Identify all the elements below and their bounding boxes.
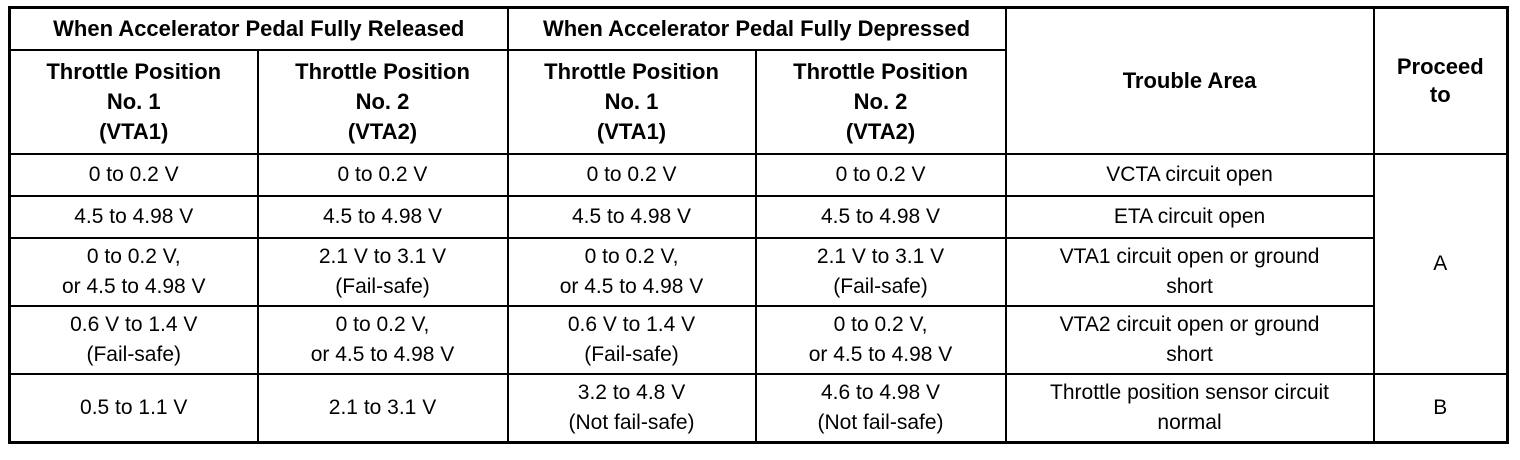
cell-line: (Fail-safe) xyxy=(335,275,430,298)
table-row: 0 to 0.2 V, or 4.5 to 4.98 V 2.1 V to 3.… xyxy=(8,237,1508,307)
cell-depressed-vta2: 0 to 0.2 V, or 4.5 to 4.98 V xyxy=(754,305,1007,375)
cell-trouble-area: VCTA circuit open xyxy=(1004,153,1375,197)
cell-line: (Fail-safe) xyxy=(833,275,928,298)
header-line: No. 1 xyxy=(604,89,659,114)
header-line: Throttle Position xyxy=(793,59,968,84)
cell-line: (Fail-safe) xyxy=(86,343,181,366)
header-row-groups: When Accelerator Pedal Fully Released Wh… xyxy=(8,6,1509,155)
header-line: (VTA2) xyxy=(347,119,418,144)
cell-line: 2.1 V to 3.1 V xyxy=(318,245,447,268)
cell-released-vta1: 0 to 0.2 V, or 4.5 to 4.98 V xyxy=(8,237,259,307)
cell-depressed-vta2: 2.1 V to 3.1 V (Fail-safe) xyxy=(754,237,1007,307)
throttle-position-table: When Accelerator Pedal Fully Released Wh… xyxy=(8,6,1510,444)
cell-line: or 4.5 to 4.98 V xyxy=(310,343,455,366)
cell-line: VTA1 circuit open or ground xyxy=(1059,245,1320,268)
header-pedal-depressed: When Accelerator Pedal Fully Depressed xyxy=(506,6,1007,51)
header-line: No. 2 xyxy=(355,89,410,114)
cell-line: Throttle position sensor circuit xyxy=(1050,381,1329,404)
header-line: No. 2 xyxy=(853,89,908,114)
cell-line: 4.6 to 4.98 V xyxy=(820,381,941,404)
header-depressed-vta2: Throttle Position No. 2 (VTA2) xyxy=(754,49,1007,155)
cell-line: or 4.5 to 4.98 V xyxy=(559,275,704,298)
cell-depressed-vta2: 4.6 to 4.98 V (Not fail-safe) xyxy=(754,373,1007,444)
cell-released-vta2: 2.1 to 3.1 V xyxy=(256,373,509,444)
cell-line: 0 to 0.2 V, xyxy=(335,313,430,336)
header-pedal-released: When Accelerator Pedal Fully Released xyxy=(8,6,509,51)
table-row: 0 to 0.2 V 0 to 0.2 V 0 to 0.2 V 0 to 0.… xyxy=(8,153,1509,375)
header-line: No. 1 xyxy=(106,89,161,114)
table-row: 4.5 to 4.98 V 4.5 to 4.98 V 4.5 to 4.98 … xyxy=(8,195,1508,239)
cell-line: 2.1 V to 3.1 V xyxy=(816,245,945,268)
header-line: Throttle Position xyxy=(295,59,470,84)
table-row: 0.5 to 1.1 V 2.1 to 3.1 V 3.2 to 4.8 V (… xyxy=(8,373,1509,444)
header-trouble-area: Trouble Area xyxy=(1004,6,1375,155)
cell-depressed-vta1: 3.2 to 4.8 V (Not fail-safe) xyxy=(506,373,757,444)
cell-released-vta1: 0 to 0.2 V xyxy=(8,153,259,197)
cell-line: or 4.5 to 4.98 V xyxy=(61,275,206,298)
cell-line: 0.6 V to 1.4 V xyxy=(567,313,696,336)
cell-line: (Not fail-safe) xyxy=(817,411,944,434)
header-line: (VTA2) xyxy=(845,119,916,144)
cell-line: short xyxy=(1166,275,1213,298)
header-line: (VTA1) xyxy=(99,119,169,144)
header-released-vta1: Throttle Position No. 1 (VTA1) xyxy=(8,49,259,155)
header-line: (VTA1) xyxy=(596,119,667,144)
cell-line: (Fail-safe) xyxy=(584,343,679,366)
header-depressed-vta1: Throttle Position No. 1 (VTA1) xyxy=(506,49,757,155)
table-row: 0.6 V to 1.4 V (Fail-safe) 0 to 0.2 V, o… xyxy=(8,305,1508,375)
cell-line: or 4.5 to 4.98 V xyxy=(808,343,953,366)
cell-line: 0 to 0.2 V, xyxy=(584,245,679,268)
cell-released-vta2: 4.5 to 4.98 V xyxy=(256,195,509,239)
cell-depressed-vta2: 4.5 to 4.98 V xyxy=(754,195,1007,239)
header-proceed-line: to xyxy=(1429,82,1451,107)
cell-depressed-vta2: 0 to 0.2 V xyxy=(754,153,1007,197)
cell-line: 0.6 V to 1.4 V xyxy=(70,313,198,336)
header-released-vta2: Throttle Position No. 2 (VTA2) xyxy=(256,49,509,155)
cell-line: 0 to 0.2 V, xyxy=(833,313,928,336)
header-proceed-line: Proceed xyxy=(1396,54,1484,79)
cell-released-vta1: 4.5 to 4.98 V xyxy=(8,195,259,239)
header-line: Throttle Position xyxy=(544,59,719,84)
header-line: Throttle Position xyxy=(46,59,222,84)
cell-proceed-a: A xyxy=(1372,153,1509,375)
table-container: When Accelerator Pedal Fully Released Wh… xyxy=(8,6,1510,444)
cell-line: 3.2 to 4.8 V xyxy=(577,381,686,404)
cell-released-vta2: 2.1 V to 3.1 V (Fail-safe) xyxy=(256,237,509,307)
cell-released-vta2: 0 to 0.2 V xyxy=(256,153,509,197)
cell-trouble-area: VTA2 circuit open or ground short xyxy=(1004,305,1375,375)
cell-depressed-vta1: 0 to 0.2 V, or 4.5 to 4.98 V xyxy=(506,237,757,307)
cell-depressed-vta1: 0 to 0.2 V xyxy=(506,153,757,197)
cell-released-vta2: 0 to 0.2 V, or 4.5 to 4.98 V xyxy=(256,305,509,375)
cell-trouble-area: VTA1 circuit open or ground short xyxy=(1004,237,1375,307)
header-proceed-to: Proceed to xyxy=(1372,6,1509,155)
cell-proceed-b: B xyxy=(1372,373,1509,444)
cell-line: 0 to 0.2 V, xyxy=(86,245,181,268)
header-row-sensors: Throttle Position No. 1 (VTA1) Throttle … xyxy=(8,49,1508,155)
cell-line: short xyxy=(1166,343,1213,366)
cell-depressed-vta1: 4.5 to 4.98 V xyxy=(506,195,757,239)
cell-released-vta1: 0.6 V to 1.4 V (Fail-safe) xyxy=(8,305,259,375)
cell-line: VTA2 circuit open or ground xyxy=(1059,313,1320,336)
cell-released-vta1: 0.5 to 1.1 V xyxy=(8,373,259,444)
cell-line: normal xyxy=(1157,411,1222,434)
cell-line: (Not fail-safe) xyxy=(568,411,695,434)
cell-trouble-area: ETA circuit open xyxy=(1004,195,1375,239)
cell-depressed-vta1: 0.6 V to 1.4 V (Fail-safe) xyxy=(506,305,757,375)
cell-trouble-area: Throttle position sensor circuit normal xyxy=(1004,373,1375,444)
